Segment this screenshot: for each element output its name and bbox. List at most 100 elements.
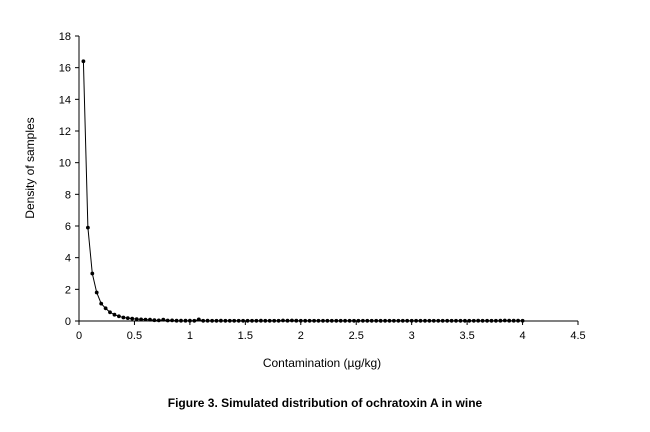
data-point — [183, 318, 188, 323]
data-point — [170, 318, 175, 323]
data-point — [205, 318, 210, 323]
data-point — [440, 318, 445, 323]
data-point — [219, 318, 223, 323]
data-point — [378, 318, 383, 323]
data-point — [139, 317, 144, 322]
data-point — [321, 318, 325, 323]
y-tick-label: 10 — [59, 158, 71, 170]
data-point — [174, 318, 179, 323]
x-tick-label: 3.5 — [459, 330, 474, 342]
data-point — [502, 318, 507, 323]
data-point — [365, 318, 370, 323]
data-point — [312, 318, 316, 323]
data-point — [334, 318, 339, 323]
data-point — [156, 318, 161, 323]
x-tick-label: 4.5 — [570, 330, 585, 342]
data-point — [99, 301, 104, 306]
data-point — [369, 318, 374, 323]
data-point — [81, 59, 86, 64]
data-point — [188, 318, 192, 323]
data-point — [214, 318, 219, 323]
x-axis-title: Contamination (µg/kg) — [263, 356, 381, 370]
x-tick-label: 1 — [187, 330, 193, 342]
data-point — [294, 318, 299, 323]
data-point — [338, 318, 343, 323]
data-point — [281, 318, 285, 323]
data-point — [511, 318, 516, 323]
data-point — [201, 318, 206, 323]
data-point — [494, 318, 498, 323]
data-point — [254, 318, 259, 323]
data-point — [316, 318, 321, 323]
data-point — [134, 317, 139, 321]
data-point — [396, 318, 401, 323]
data-point — [343, 318, 347, 323]
data-point — [165, 318, 170, 323]
data-point — [94, 290, 99, 295]
data-point — [516, 318, 520, 323]
data-point — [405, 318, 410, 323]
data-point — [232, 318, 237, 323]
x-tick-label: 3 — [409, 330, 415, 342]
data-point — [414, 318, 418, 323]
data-point — [436, 318, 441, 323]
data-point — [103, 306, 108, 311]
data-point — [298, 318, 303, 323]
data-point — [507, 318, 512, 323]
data-point — [130, 316, 135, 321]
data-point — [307, 318, 312, 323]
x-tick-label: 4 — [519, 330, 525, 342]
data-point — [476, 318, 481, 323]
data-point — [223, 318, 228, 323]
data-point — [423, 318, 427, 323]
data-point — [108, 310, 112, 315]
data-point — [352, 318, 356, 323]
data-point — [431, 318, 436, 323]
data-point — [152, 318, 157, 323]
data-point — [117, 314, 121, 319]
data-point — [192, 318, 197, 323]
data-point — [236, 318, 241, 323]
data-point — [418, 318, 423, 323]
y-tick-label: 16 — [59, 63, 71, 75]
data-point — [383, 318, 387, 323]
data-point — [179, 318, 183, 323]
data-point — [347, 318, 352, 323]
y-axis-title: Density of samples — [23, 117, 37, 218]
data-point — [245, 318, 250, 323]
data-point — [227, 318, 232, 323]
y-tick-label: 18 — [59, 31, 71, 43]
data-point — [392, 318, 396, 323]
data-point — [454, 318, 458, 323]
x-tick-label: 2 — [298, 330, 304, 342]
data-point — [427, 318, 432, 323]
data-point — [387, 318, 392, 323]
data-point — [267, 318, 272, 323]
series-line — [82, 61, 523, 322]
x-tick-label: 0 — [76, 330, 82, 342]
data-point — [445, 318, 450, 323]
y-tick-label: 6 — [65, 221, 71, 233]
data-point — [449, 318, 454, 323]
data-point — [148, 317, 152, 322]
data-point — [463, 318, 467, 323]
x-tick-label: 2.5 — [349, 330, 364, 342]
x-tick-label: 0.5 — [127, 330, 142, 342]
data-point — [329, 318, 334, 323]
y-tick-label: 14 — [59, 94, 71, 106]
data-point — [480, 318, 485, 323]
data-point — [121, 315, 126, 320]
data-point — [259, 318, 263, 323]
series — [81, 59, 525, 323]
ticks: 0 2 4 6 8 10 12 14 16 18 0 0.5 1 1.5 2 2.5 3 3.5 4 4.5 — [59, 31, 586, 342]
y-tick-label: 2 — [65, 284, 71, 296]
data-point — [290, 318, 294, 323]
data-point — [409, 318, 414, 323]
data-point — [520, 318, 525, 323]
data-point — [356, 318, 361, 323]
data-point — [90, 271, 95, 276]
figure-caption: Figure 3. Simulated distribution of ochr… — [167, 396, 483, 410]
y-tick-label: 12 — [59, 126, 71, 138]
x-tick-label: 1.5 — [238, 330, 253, 342]
